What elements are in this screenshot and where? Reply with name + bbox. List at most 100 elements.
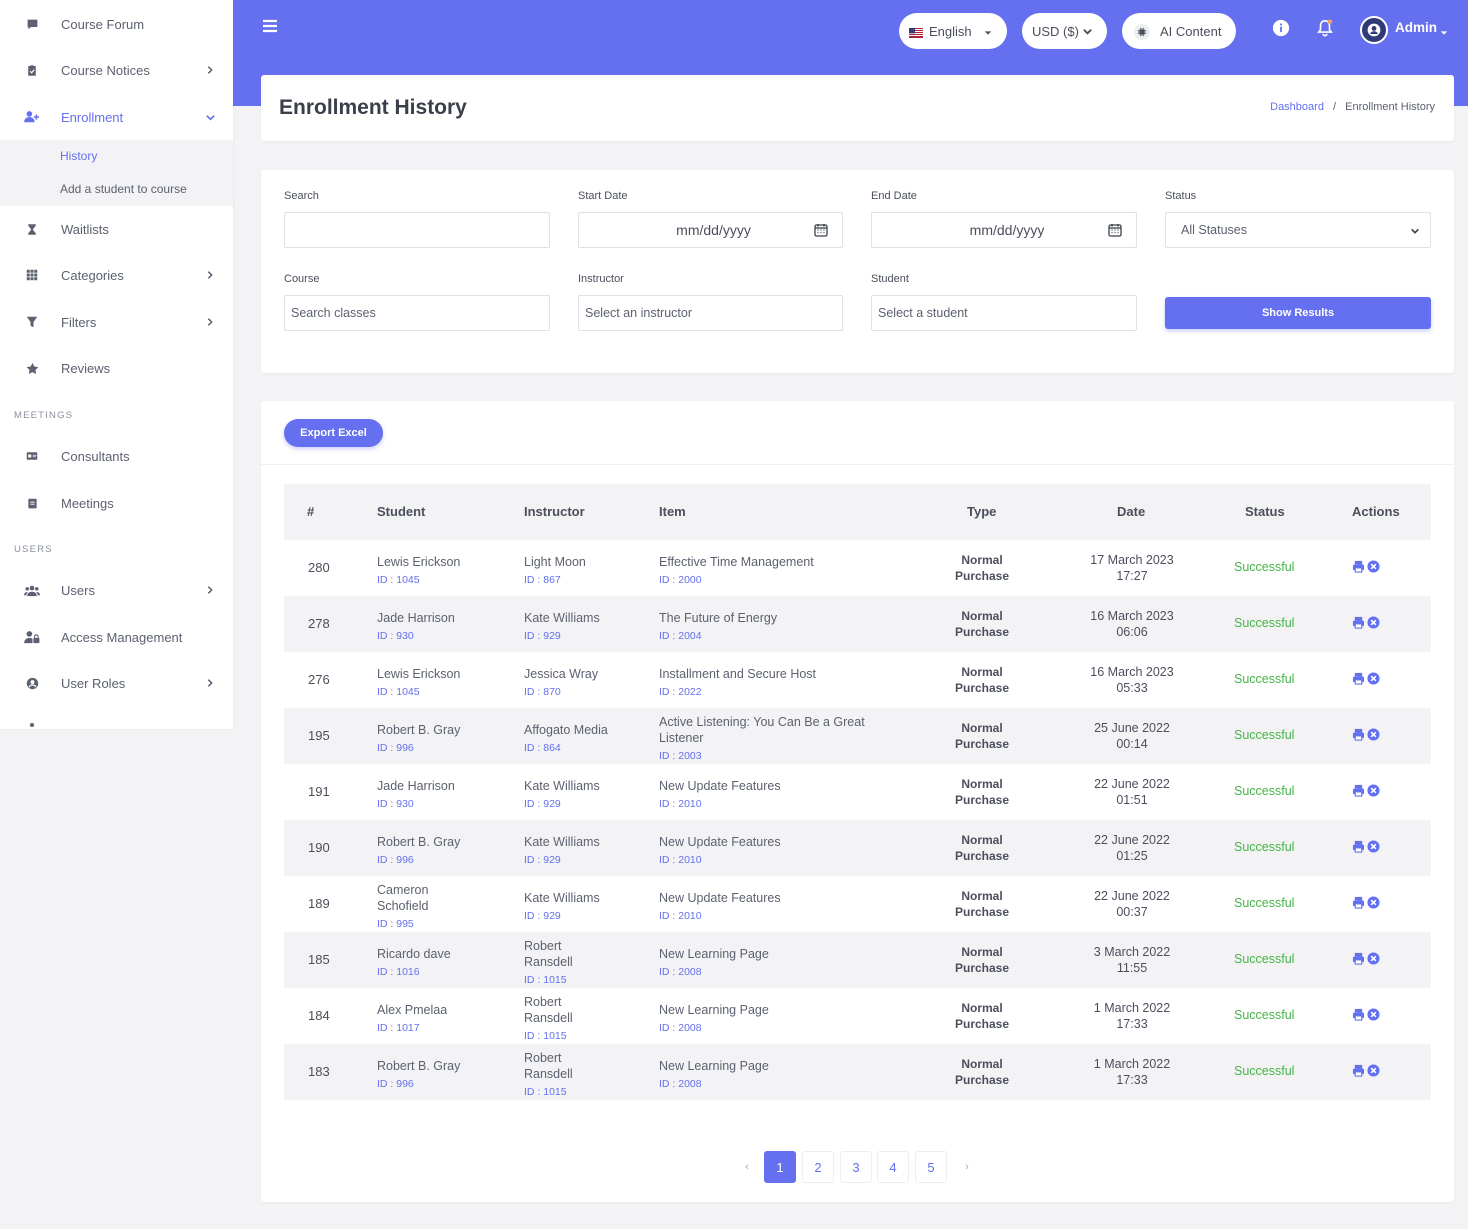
cancel-circle-icon[interactable]	[1367, 1008, 1380, 1026]
print-icon[interactable]	[1352, 616, 1365, 634]
sidebar-subitem-history[interactable]: History	[60, 149, 98, 163]
status-select[interactable]: All Statuses	[1165, 212, 1431, 248]
avatar[interactable]	[1360, 16, 1388, 44]
search-label: Search	[284, 190, 319, 202]
sidebar-item-meetings[interactable]: Meetings	[0, 480, 233, 526]
chevron-right-icon	[204, 269, 216, 281]
instructor-cell-name: Robert Ransdell	[524, 995, 573, 1025]
sidebar-item-label: Enrollment	[61, 109, 124, 125]
student-cell-name: Ricardo dave	[377, 947, 451, 961]
hamburger-menu-icon[interactable]	[262, 18, 278, 34]
sidebar-item-user-roles[interactable]: User Roles	[0, 660, 233, 706]
instructor-placeholder: Select an instructor	[585, 306, 692, 320]
sidebar-more-indicator	[30, 723, 34, 727]
cancel-circle-icon[interactable]	[1367, 784, 1380, 802]
sidebar-item-users[interactable]: Users	[0, 567, 233, 613]
time-line: 01:51	[1116, 793, 1148, 807]
print-icon[interactable]	[1352, 784, 1365, 802]
end-date-input[interactable]: mm/dd/yyyy	[871, 212, 1137, 248]
print-icon[interactable]	[1352, 840, 1365, 858]
calendar-icon[interactable]	[814, 223, 828, 237]
currency-label: USD ($)	[1032, 23, 1079, 39]
user-lock-icon	[24, 629, 40, 645]
type-cell: Normal Purchase	[912, 552, 1052, 584]
student-cell: Robert B. Gray ID : 996	[377, 722, 507, 756]
print-icon[interactable]	[1352, 1008, 1365, 1026]
end-date-placeholder: mm/dd/yyyy	[969, 222, 1045, 238]
start-date-input[interactable]: mm/dd/yyyy	[578, 212, 843, 248]
row-number: 189	[308, 896, 330, 911]
pagination-page-3[interactable]: 3	[840, 1151, 872, 1183]
student-label: Student	[871, 273, 909, 285]
instructor-cell-id: ID : 929	[524, 854, 561, 866]
cancel-circle-icon[interactable]	[1367, 728, 1380, 746]
sidebar-item-access-management[interactable]: Access Management	[0, 614, 233, 660]
export-excel-button[interactable]: Export Excel	[284, 419, 383, 447]
type-line-2: Purchase	[954, 793, 1010, 807]
cancel-circle-icon[interactable]	[1367, 840, 1380, 858]
course-search-input[interactable]: Search classes	[284, 295, 550, 331]
language-selector[interactable]: English	[899, 13, 1007, 49]
print-icon[interactable]	[1352, 952, 1365, 970]
pagination-prev[interactable]: ‹	[745, 1161, 749, 1173]
cancel-circle-icon[interactable]	[1367, 560, 1380, 578]
student-cell-name: Cameron Schofield	[377, 883, 429, 913]
currency-selector[interactable]: USD ($)	[1022, 13, 1107, 49]
type-line-1: Normal	[961, 665, 1003, 679]
filter-card	[261, 170, 1454, 373]
sidebar-item-waitlists[interactable]: Waitlists	[0, 206, 233, 252]
print-icon[interactable]	[1352, 896, 1365, 914]
enrollment-submenu: History Add a student to course	[0, 140, 233, 206]
print-icon[interactable]	[1352, 672, 1365, 690]
sidebar-item-categories[interactable]: Categories	[0, 252, 233, 298]
sidebar-item-label: Meetings	[61, 495, 114, 511]
cancel-circle-icon[interactable]	[1367, 672, 1380, 690]
cancel-circle-icon[interactable]	[1367, 616, 1380, 634]
ai-content-button[interactable]: AI Content	[1122, 13, 1236, 49]
type-cell: Normal Purchase	[912, 776, 1052, 808]
caret-down-icon	[1440, 24, 1448, 42]
breadcrumb-dashboard-link[interactable]: Dashboard	[1270, 101, 1324, 113]
sidebar-item-enrollment[interactable]: Enrollment	[0, 94, 233, 140]
info-icon[interactable]	[1271, 18, 1291, 38]
cancel-circle-icon[interactable]	[1367, 952, 1380, 970]
pagination-page-4[interactable]: 4	[877, 1151, 909, 1183]
item-cell: The Future of Energy ID : 2004	[659, 610, 884, 644]
show-results-button[interactable]: Show Results	[1165, 297, 1431, 329]
row-number: 190	[308, 840, 330, 855]
print-icon[interactable]	[1352, 560, 1365, 578]
student-cell-id: ID : 996	[377, 1078, 414, 1090]
calendar-icon[interactable]	[1108, 223, 1122, 237]
admin-user-menu[interactable]: Admin	[1395, 20, 1437, 35]
language-label: English	[929, 23, 972, 39]
print-icon[interactable]	[1352, 728, 1365, 746]
print-icon[interactable]	[1352, 1064, 1365, 1082]
chip-icon	[1134, 24, 1150, 40]
status-badge: Successful	[1234, 1008, 1295, 1022]
student-cell: Jade Harrison ID : 930	[377, 610, 507, 644]
instructor-cell-id: ID : 867	[524, 574, 561, 586]
instructor-cell-name: Light Moon	[524, 555, 586, 569]
pagination-page-5[interactable]: 5	[915, 1151, 947, 1183]
sidebar-item-reviews[interactable]: Reviews	[0, 345, 233, 391]
sidebar-item-consultants[interactable]: Consultants	[0, 433, 233, 479]
instructor-select[interactable]: Select an instructor	[578, 295, 843, 331]
pagination-page-1[interactable]: 1	[764, 1151, 796, 1183]
status-select-value: All Statuses	[1181, 223, 1248, 237]
sidebar-item-course-notices[interactable]: Course Notices	[0, 47, 233, 93]
bell-icon[interactable]	[1315, 18, 1335, 38]
sidebar-item-course-forum[interactable]: Course Forum	[0, 1, 233, 47]
column-header-item: Item	[659, 504, 686, 519]
cancel-circle-icon[interactable]	[1367, 896, 1380, 914]
student-cell-id: ID : 1045	[377, 686, 420, 698]
pagination-next[interactable]: ›	[965, 1161, 969, 1173]
sidebar-item-filters[interactable]: Filters	[0, 299, 233, 345]
cancel-circle-icon[interactable]	[1367, 1064, 1380, 1082]
instructor-cell: Jessica Wray ID : 870	[524, 666, 649, 700]
sidebar-subitem-add-student[interactable]: Add a student to course	[60, 182, 187, 196]
search-input[interactable]	[284, 212, 550, 248]
row-actions	[1352, 784, 1380, 802]
pagination-page-2[interactable]: 2	[802, 1151, 834, 1183]
instructor-cell-name: Robert Ransdell	[524, 939, 573, 969]
student-select[interactable]: Select a student	[871, 295, 1137, 331]
